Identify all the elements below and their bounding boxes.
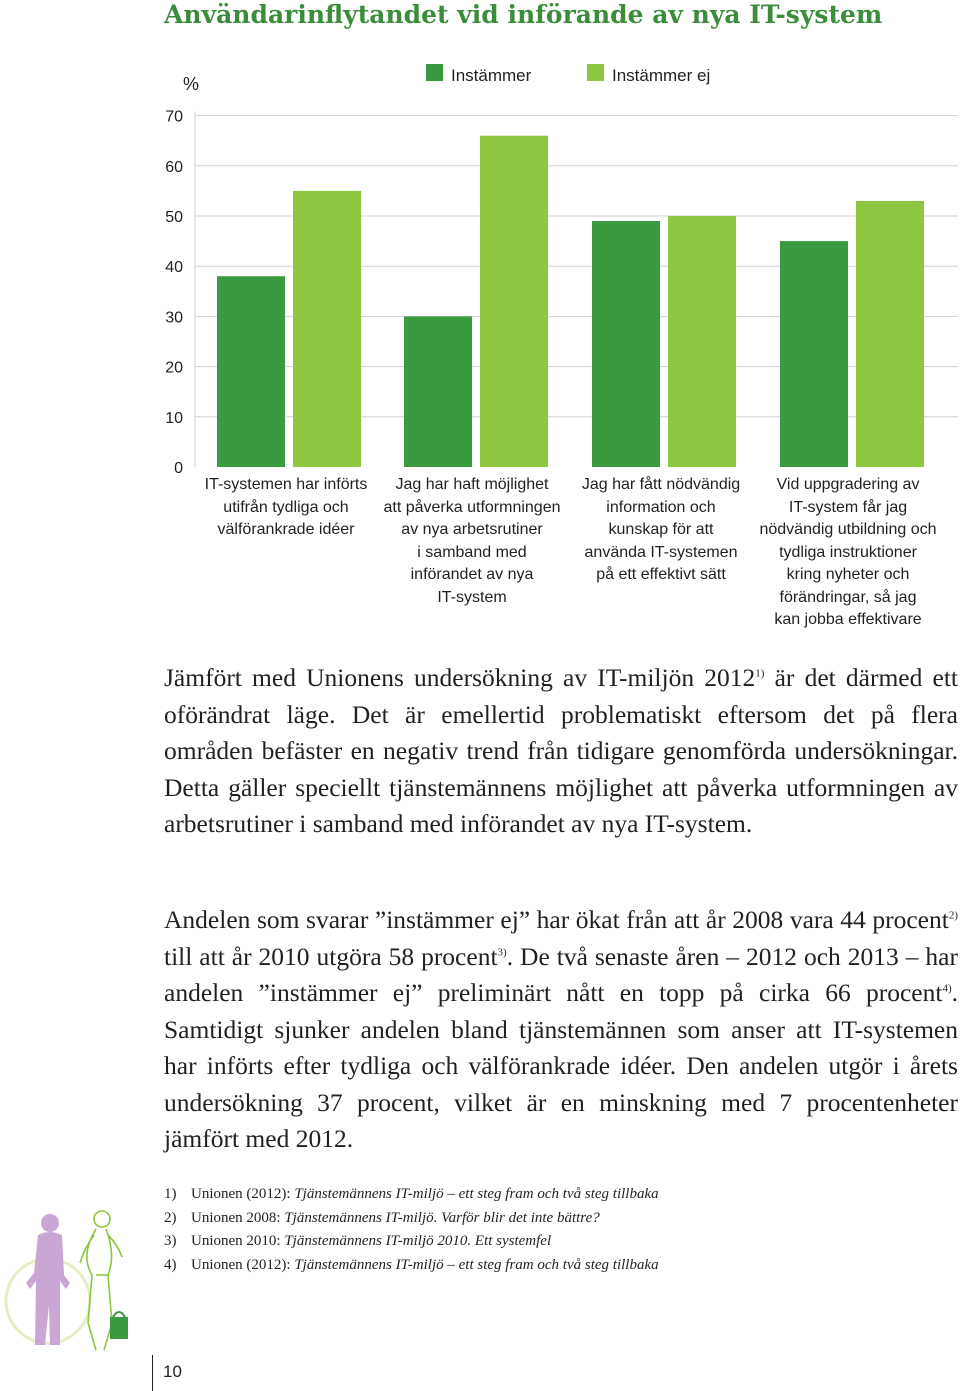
- category-label-line: i samband med: [417, 543, 527, 561]
- footnote: 1) Unionen (2012): Tjänstemännens IT-milj…: [164, 1183, 659, 1207]
- footnote-number: 2): [164, 1209, 177, 1226]
- footnote-ref-2: 2): [948, 909, 958, 922]
- category-label-line: information och: [606, 498, 716, 516]
- category-label-line: utifrån tydliga och: [223, 498, 349, 516]
- x-category-label: Vid uppgradering av IT-system får jag nödv…: [748, 474, 948, 632]
- category-label-line: tydliga instruktioner: [779, 543, 917, 561]
- body-paragraph-2: Andelen som svarar ”instämmer ej” har ök…: [164, 902, 958, 1158]
- footnote: 4) Unionen (2012): Tjänstemännens IT-milj…: [164, 1254, 659, 1278]
- y-tick-label: 10: [165, 410, 183, 427]
- y-tick-label: 60: [165, 159, 183, 176]
- category-label-line: Jag har fått nödvändig: [581, 476, 741, 493]
- bar-instammer-ej-1: [293, 190, 361, 467]
- bar-instammer-3: [592, 221, 660, 467]
- page-number: 10: [163, 1362, 182, 1381]
- footnote-source: Unionen (2012):: [191, 1256, 295, 1273]
- category-label-line: Vid uppgradering av: [776, 476, 920, 493]
- x-category-label: IT-systemen har införts utifrån tydliga o…: [186, 474, 386, 542]
- footnote-title: Tjänstemännens IT-miljö. Varför blir det…: [284, 1209, 600, 1226]
- legend-swatch-instammer-ej: [587, 64, 604, 81]
- footnote: 2) Unionen 2008: Tjänstemännens IT-miljö.…: [164, 1207, 659, 1231]
- category-label-line: IT-systemen har införts: [204, 476, 368, 493]
- paragraph-text: . De två senaste åren – 2012 och 2013 – …: [164, 941, 958, 1008]
- y-tick-label: 20: [165, 360, 183, 377]
- footnote-ref-4: 4): [942, 982, 952, 995]
- category-label-line: välförankrade idéer: [217, 521, 355, 538]
- category-label-line: kring nyheter och: [786, 566, 910, 583]
- paragraph-text: till att år 2010 utgöra 58 procent: [164, 941, 498, 971]
- people-illustration: [4, 1210, 128, 1351]
- bar-instammer-ej-3: [668, 216, 736, 467]
- category-label-line: på ett effektivt sätt: [596, 566, 726, 583]
- footnote-number: 1): [164, 1186, 177, 1202]
- footnote-number: 3): [164, 1233, 177, 1249]
- bar-instammer-ej-2: [480, 135, 548, 467]
- footnote-source: Unionen (2012):: [191, 1186, 295, 1202]
- y-tick-label: 50: [165, 209, 183, 226]
- category-label-line: kan jobba effektivare: [774, 611, 922, 628]
- bar-chart: 0 10 20 30 40 50 60 70 % Instämmer Instämmer ej: [165, 64, 958, 475]
- category-label-line: IT-system: [437, 588, 507, 606]
- bar-instammer-ej-4: [856, 200, 924, 467]
- legend-label-instammer: Instämmer: [451, 66, 532, 85]
- y-tick-label: 0: [174, 460, 183, 475]
- footnote: 3) Unionen 2010: Tjänstemännens IT-miljö …: [164, 1230, 659, 1254]
- legend-label-instammer-ej: Instämmer ej: [612, 66, 710, 85]
- category-label-line: att påverka utformningen: [383, 498, 561, 516]
- paragraph-text: Andelen som svarar ”instämmer ej” har ök…: [164, 905, 949, 934]
- paragraph-text: är det därmed ett oförändrat läge. Det ä…: [164, 663, 959, 838]
- category-label-line: använda IT-systemen: [584, 543, 738, 561]
- y-tick-label: 30: [165, 309, 183, 326]
- x-category-label: Jag har fått nödvändig information och kun…: [561, 474, 761, 587]
- y-unit-label: %: [183, 74, 199, 94]
- bar-instammer-4: [780, 241, 848, 467]
- category-label-line: införandet av nya: [410, 566, 534, 583]
- footnote-title: Tjänstemännens IT-miljö 2010. Ett system…: [284, 1233, 552, 1249]
- legend-swatch-instammer: [426, 64, 443, 81]
- category-label-line: IT-system får jag: [788, 498, 908, 516]
- footnote-source: Unionen 2010:: [191, 1233, 285, 1249]
- chart-title: Användarinflytandet vid införande av nya…: [164, 0, 883, 29]
- category-label-line: kunskap för att: [608, 521, 714, 538]
- paragraph-text: Jämfört med Unionens undersökning av IT-…: [164, 663, 756, 692]
- page-divider: [152, 1355, 153, 1391]
- footnote-ref-3: 3): [497, 946, 507, 958]
- footnote-ref-1: 1): [755, 667, 765, 680]
- legend: Instämmer Instämmer ej: [426, 64, 710, 85]
- bar-instammer-2: [404, 316, 472, 467]
- category-label-line: av nya arbetsrutiner: [401, 521, 543, 538]
- footnote-source: Unionen 2008:: [191, 1209, 285, 1226]
- y-axis-ticks: 0 10 20 30 40 50 60 70: [165, 109, 183, 475]
- y-tick-label: 70: [165, 109, 183, 126]
- bar-instammer-1: [217, 276, 285, 467]
- footnote-number: 4): [164, 1256, 177, 1273]
- footnotes: 1) Unionen (2012): Tjänstemännens IT-milj…: [164, 1183, 659, 1277]
- category-label-line: Jag har haft möjlighet: [395, 476, 549, 493]
- paragraph-text: . Samtidigt sjunker andelen bland tjänst…: [164, 978, 958, 1153]
- category-label-line: förändringar, så jag: [779, 588, 917, 606]
- footnote-title: Tjänstemännens IT-miljö – ett steg fram …: [294, 1256, 659, 1273]
- body-paragraph-1: Jämfört med Unionens undersökning av IT-…: [164, 660, 958, 843]
- x-category-label: Jag har haft möjlighet att påverka utform…: [372, 474, 572, 609]
- y-tick-label: 40: [165, 259, 183, 276]
- bars: [217, 135, 924, 467]
- category-label-line: nödvändig utbildning och: [759, 521, 937, 538]
- footnote-title: Tjänstemännens IT-miljö – ett steg fram …: [294, 1186, 659, 1202]
